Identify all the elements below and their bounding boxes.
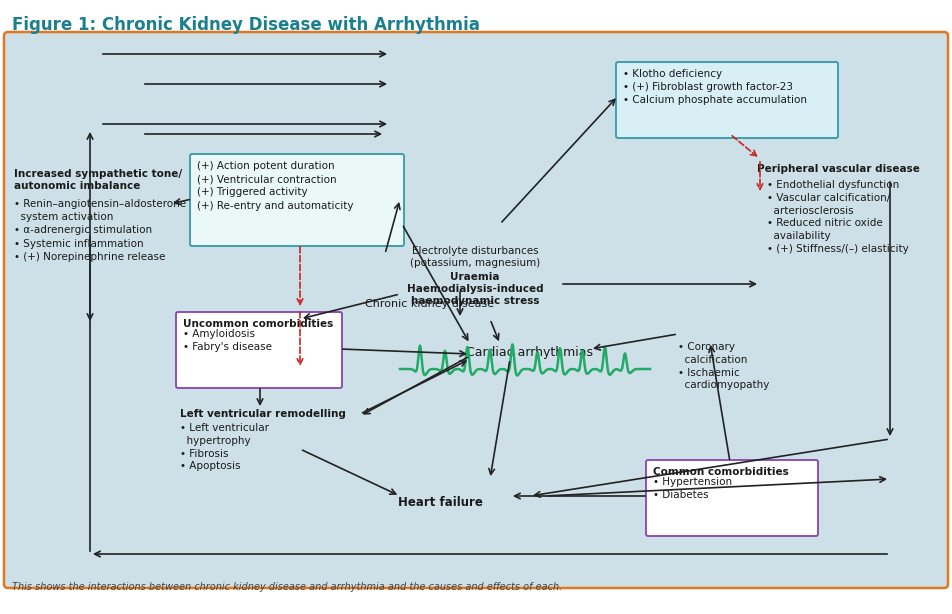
Text: Peripheral vascular disease: Peripheral vascular disease — [757, 164, 920, 174]
Text: Chronic kidney disease: Chronic kidney disease — [366, 299, 494, 309]
Text: Figure 1: Chronic Kidney Disease with Arrhythmia: Figure 1: Chronic Kidney Disease with Ar… — [12, 16, 480, 34]
Text: • Hypertension
• Diabetes: • Hypertension • Diabetes — [653, 477, 732, 500]
FancyBboxPatch shape — [616, 62, 838, 138]
Text: Uncommon comorbidities: Uncommon comorbidities — [183, 319, 333, 329]
Text: • Left ventricular
  hypertrophy
• Fibrosis
• Apoptosis: • Left ventricular hypertrophy • Fibrosi… — [180, 423, 269, 472]
Text: Electrolyte disturbances
(potassium, magnesium): Electrolyte disturbances (potassium, mag… — [410, 246, 540, 268]
FancyBboxPatch shape — [190, 154, 404, 246]
Text: • Amyloidosis
• Fabry's disease: • Amyloidosis • Fabry's disease — [183, 329, 272, 352]
Text: Heart failure: Heart failure — [398, 496, 483, 509]
Text: Increased sympathetic tone/
autonomic imbalance: Increased sympathetic tone/ autonomic im… — [14, 169, 182, 192]
Text: This shows the interactions between chronic kidney disease and arrhythmia and th: This shows the interactions between chro… — [12, 582, 563, 592]
Text: • Endothelial dysfunction
• Vascular calcification/
  arteriosclerosis
• Reduced: • Endothelial dysfunction • Vascular cal… — [767, 180, 909, 254]
Text: • Renin–angiotensin–aldosterone
  system activation
• α-adrenergic stimulation
•: • Renin–angiotensin–aldosterone system a… — [14, 199, 187, 262]
Text: Common comorbidities: Common comorbidities — [653, 467, 789, 477]
Text: Uraemia: Uraemia — [450, 272, 500, 282]
Text: Haemodialysis-induced
haemodynamic stress: Haemodialysis-induced haemodynamic stres… — [407, 284, 544, 306]
FancyBboxPatch shape — [4, 32, 948, 588]
FancyBboxPatch shape — [646, 460, 818, 536]
Text: Left ventricular remodelling: Left ventricular remodelling — [180, 409, 346, 419]
Text: • Klotho deficiency
• (+) Fibroblast growth factor-23
• Calcium phosphate accumu: • Klotho deficiency • (+) Fibroblast gro… — [623, 69, 807, 106]
Text: (+) Action potent duration
(+) Ventricular contraction
(+) Triggered activity
(+: (+) Action potent duration (+) Ventricul… — [197, 161, 353, 211]
Text: Cardiac arrhythmias: Cardiac arrhythmias — [466, 346, 593, 359]
Text: • Coronary
  calcification
• Ischaemic
  cardiomyopathy: • Coronary calcification • Ischaemic car… — [678, 342, 769, 391]
FancyBboxPatch shape — [176, 312, 342, 388]
